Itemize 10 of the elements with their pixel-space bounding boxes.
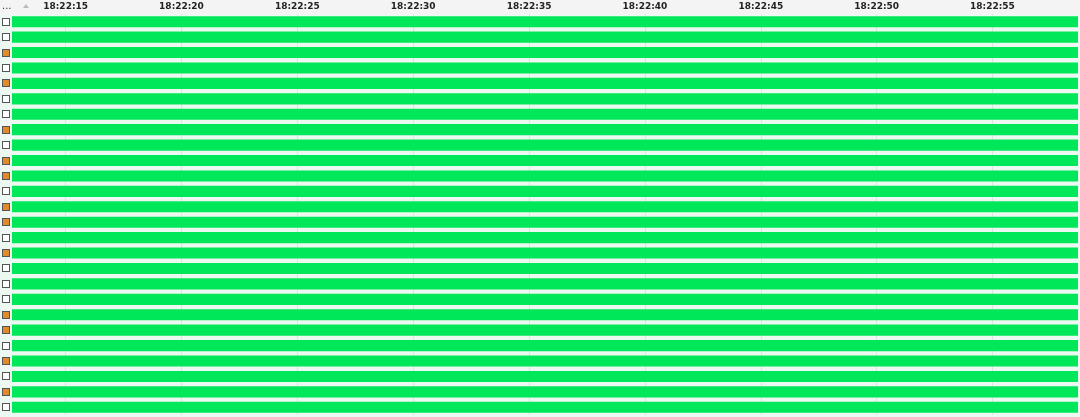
x-tick-label: 18:22:25 bbox=[274, 0, 320, 11]
x-tick-label: 18:22:45 bbox=[738, 0, 784, 11]
text: ... bbox=[2, 0, 12, 11]
x-tick-label: 18:22:40 bbox=[622, 0, 668, 11]
x-tick-label: 18:22:35 bbox=[506, 0, 552, 11]
x-tick-label: 18:22:20 bbox=[159, 0, 204, 11]
x-tick-label: 18:22:15 bbox=[43, 0, 89, 11]
x-tick-label: 18:22:55 bbox=[970, 0, 1015, 11]
x-tick-label: 18:22:50 bbox=[854, 0, 900, 11]
x-tick-label: 18:22:30 bbox=[390, 0, 436, 11]
